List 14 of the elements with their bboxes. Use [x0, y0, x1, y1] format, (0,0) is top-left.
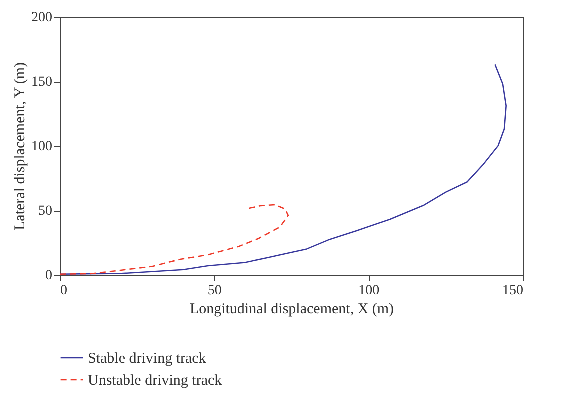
- y-tick-label: 50: [38, 204, 52, 219]
- y-tick-label: 0: [46, 268, 52, 284]
- x-tick-label: 50: [208, 284, 222, 298]
- x-tick-label: 150: [502, 284, 524, 298]
- x-tick-label: 0: [60, 284, 68, 298]
- line-series: [59, 204, 290, 276]
- y-tick-label: 150: [32, 75, 52, 90]
- y-tick-label: 200: [32, 10, 52, 26]
- x-axis-title: Longitudinal displacement, X (m): [190, 302, 394, 318]
- legend-label: Stable driving track: [88, 351, 207, 367]
- x-tick-label: 100: [358, 284, 380, 298]
- y-axis-title: Lateral displacement, Y (m): [12, 62, 28, 230]
- legend-label: Unstable driving track: [88, 373, 223, 389]
- y-tick-label: 100: [32, 140, 52, 154]
